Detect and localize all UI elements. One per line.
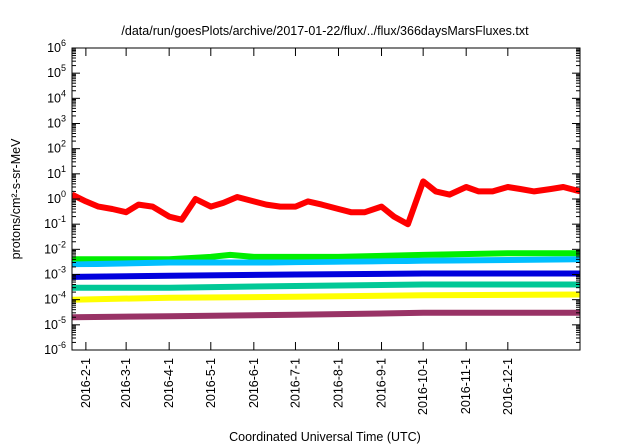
chart-title: /data/run/goesPlots/archive/2017-01-22/f…	[121, 24, 529, 38]
y-tick-label: 10-1	[44, 214, 66, 231]
y-axis: 10-6 10-5 10-4 10-3 10-2 10-1 100 101 102 103 104 1…	[44, 38, 580, 357]
series-line-1	[72, 178, 580, 228]
x-axis-label: Coordinated Universal Time (UTC)	[229, 430, 421, 444]
series-line-5	[72, 270, 580, 280]
x-tick-label: 2016-6-1	[247, 358, 261, 408]
series-line-6	[72, 281, 580, 291]
x-tick-label: 2016-11-1	[459, 358, 473, 414]
x-tick-label: 2016-8-1	[331, 358, 345, 408]
x-tick-label: 2016-4-1	[162, 358, 176, 408]
y-tick-label: 103	[47, 114, 66, 131]
x-tick-label: 2016-12-1	[501, 358, 515, 415]
x-axis: 2016-2-1 2016-3-1 2016-4-1 2016-5-1 2016-6-1…	[79, 48, 515, 415]
y-tick-label: 10-6	[44, 340, 66, 357]
series-layer	[72, 178, 580, 321]
y-tick-label: 100	[47, 189, 66, 206]
x-tick-label: 2016-10-1	[416, 358, 430, 415]
x-tick-label: 2016-2-1	[79, 358, 93, 408]
x-tick-label: 2016-5-1	[204, 358, 218, 408]
series-line-7	[72, 291, 580, 303]
y-tick-label: 10-5	[44, 315, 66, 332]
x-tick-label: 2016-9-1	[375, 358, 389, 408]
x-tick-label: 2016-3-1	[119, 358, 133, 408]
y-tick-label: 10-4	[44, 290, 66, 307]
y-tick-label: 106	[47, 38, 66, 55]
series-line-3	[72, 256, 580, 268]
y-tick-label: 102	[47, 139, 66, 156]
y-tick-label: 105	[47, 63, 66, 80]
series-line-4	[72, 263, 580, 274]
x-tick-label: 2016-7-1	[288, 358, 302, 408]
series-line-2	[72, 250, 580, 263]
y-tick-label: 101	[47, 164, 66, 181]
series-line-8	[72, 309, 580, 321]
y-axis-label: protons/cm²-s-sr-MeV	[9, 138, 23, 260]
y-tick-label: 104	[47, 88, 66, 105]
y-tick-label: 10-2	[44, 239, 66, 256]
y-tick-label: 10-3	[44, 265, 66, 282]
plot-frame	[71, 47, 581, 351]
